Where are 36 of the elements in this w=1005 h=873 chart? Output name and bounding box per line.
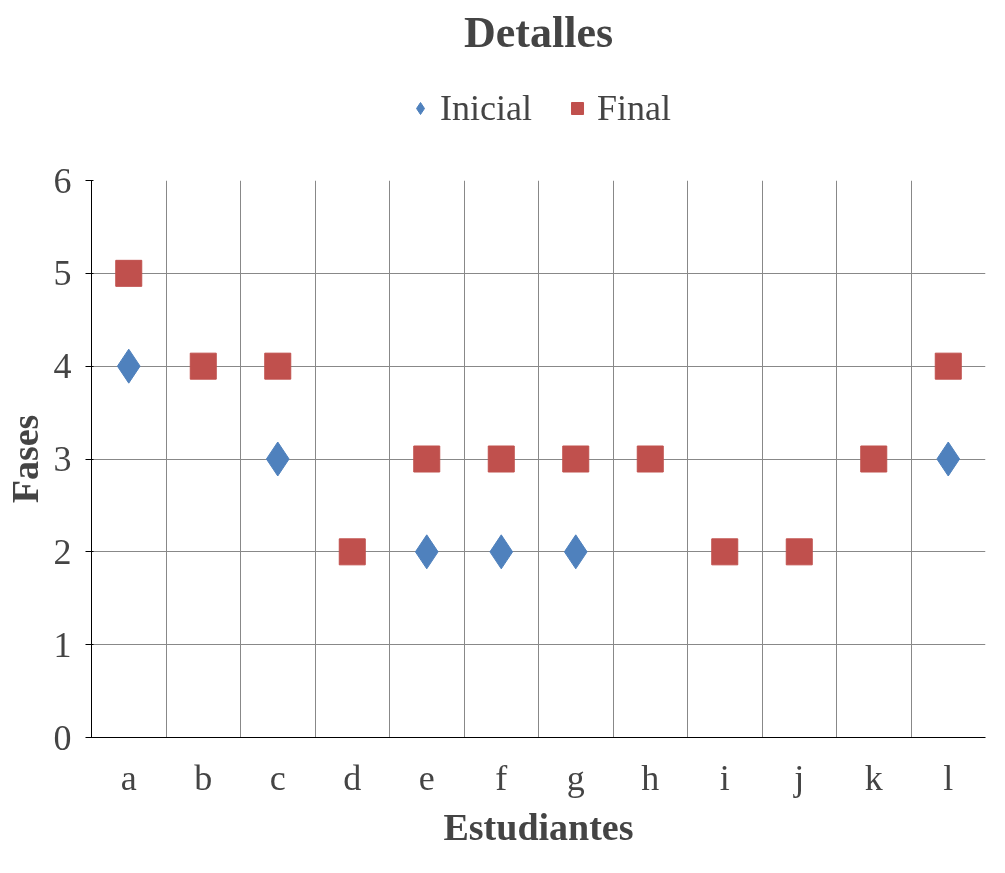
point [189,352,217,380]
chart-title: Detalles [463,7,614,57]
point [487,445,515,473]
y-tick-label: 2 [53,531,72,572]
x-tick-label: a [120,757,137,798]
point [413,445,441,473]
x-tick-label: f [495,757,508,798]
y-axis-title: Fases [3,414,46,504]
y-tick-label: 1 [53,624,72,665]
point [860,445,888,473]
point [934,352,962,380]
y-tick-label: 6 [53,160,72,201]
y-tick-label: 4 [53,346,72,387]
point [711,538,739,566]
legend-label: Final [596,87,671,129]
x-tick-label: e [418,757,435,798]
x-tick-label: c [269,757,286,798]
x-axis-title: Estudiantes [443,805,634,848]
y-tick-label: 3 [53,439,72,479]
x-tick-label: b [194,757,213,798]
x-tick-label: h [641,757,660,798]
y-tick-label: 0 [53,717,72,758]
x-tick-label: k [864,757,883,798]
x-tick-label: i [719,757,730,798]
x-tick-label: l [943,757,954,798]
point [785,538,813,566]
point [338,538,366,566]
x-tick-label: j [792,757,805,798]
point [115,259,143,287]
point [264,352,292,380]
legend-label: Inicial [440,87,532,129]
point [562,445,590,473]
x-tick-label: d [343,757,362,798]
point [636,445,664,473]
x-tick-label: g [566,757,585,798]
y-tick-label: 5 [53,253,72,294]
